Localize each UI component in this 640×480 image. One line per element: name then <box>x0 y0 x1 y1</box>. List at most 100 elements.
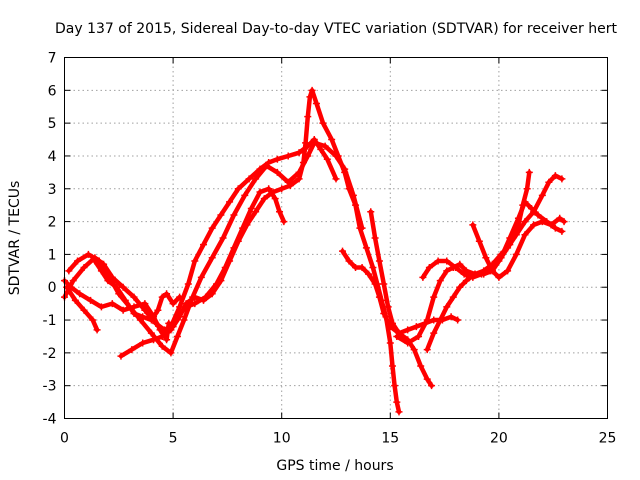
plot-frame <box>64 57 608 419</box>
y-tick-label: -2 <box>43 346 57 362</box>
data-point <box>158 293 166 301</box>
data-point <box>167 326 175 334</box>
data-point <box>158 342 166 350</box>
data-point <box>191 293 199 301</box>
data-point <box>462 277 470 285</box>
data-point <box>113 283 121 291</box>
data-point <box>454 316 462 324</box>
data-point <box>447 313 455 321</box>
data-point <box>139 313 147 321</box>
data-point <box>395 408 403 416</box>
data-point <box>560 218 568 226</box>
data-point <box>219 234 227 242</box>
data-point <box>428 382 436 390</box>
data-point <box>495 257 503 265</box>
data-point <box>323 155 331 163</box>
series-sat-h <box>368 209 434 388</box>
data-point <box>386 339 394 347</box>
data-point <box>252 208 260 216</box>
data-point <box>302 139 310 147</box>
data-point <box>252 175 260 183</box>
y-tick-label: 0 <box>48 280 57 296</box>
data-point <box>284 152 292 160</box>
data-point <box>328 136 336 144</box>
data-point <box>80 264 88 272</box>
data-point <box>121 296 129 304</box>
data-point <box>74 257 82 265</box>
data-point <box>384 303 392 311</box>
series-sat-d <box>62 88 402 415</box>
y-axis-label: SDTVAR / TECUs <box>7 181 23 296</box>
data-point <box>221 264 229 272</box>
data-point <box>388 319 396 327</box>
data-point <box>87 296 95 304</box>
data-point <box>412 323 420 331</box>
data-point <box>478 270 486 278</box>
data-point <box>404 339 412 347</box>
data-point <box>558 175 566 183</box>
data-point <box>295 149 303 157</box>
data-point <box>173 313 181 321</box>
data-point <box>436 277 444 285</box>
data-point <box>443 267 451 275</box>
data-point <box>341 168 349 176</box>
data-point <box>165 319 173 327</box>
data-point <box>530 208 538 216</box>
data-point <box>352 264 360 272</box>
data-point <box>393 398 401 406</box>
data-point <box>321 142 329 150</box>
data-point <box>154 306 162 314</box>
grid-lines <box>64 57 608 419</box>
data-point <box>482 254 490 262</box>
data-point <box>173 332 181 340</box>
data-point <box>147 329 155 337</box>
data-point <box>93 326 101 334</box>
data-point <box>200 241 208 249</box>
data-point <box>538 218 546 226</box>
data-point <box>475 237 483 245</box>
data-point <box>530 221 538 229</box>
data-point <box>375 293 383 301</box>
data-point <box>241 191 249 199</box>
data-point <box>404 326 412 334</box>
y-tick-label: 4 <box>48 149 57 165</box>
data-point <box>356 224 364 232</box>
data-point <box>495 273 503 281</box>
data-point <box>273 155 281 163</box>
data-point <box>256 188 264 196</box>
x-tick-label: 10 <box>273 431 291 447</box>
data-point <box>169 300 177 308</box>
data-point <box>76 290 84 298</box>
data-point <box>525 168 533 176</box>
data-point <box>130 309 138 317</box>
data-point <box>534 211 542 219</box>
data-point <box>469 221 477 229</box>
data-point <box>371 280 379 288</box>
data-point <box>430 316 438 324</box>
series-sat-j <box>424 170 532 352</box>
data-point <box>547 221 555 229</box>
data-point <box>415 332 423 340</box>
data-point <box>362 244 370 252</box>
data-point <box>430 329 438 337</box>
data-point <box>176 303 184 311</box>
data-point <box>512 231 520 239</box>
data-point <box>410 346 418 354</box>
data-point <box>230 211 238 219</box>
data-point <box>393 332 401 340</box>
data-point <box>423 346 431 354</box>
data-point <box>375 257 383 265</box>
data-point <box>280 218 288 226</box>
data-point <box>460 270 468 278</box>
data-point <box>208 224 216 232</box>
data-point <box>180 316 188 324</box>
data-point <box>388 362 396 370</box>
data-point <box>419 273 427 281</box>
x-tick-label: 5 <box>169 431 178 447</box>
data-point <box>167 349 175 357</box>
data-point <box>108 300 116 308</box>
x-tick-label: 0 <box>60 431 69 447</box>
data-series <box>61 86 568 416</box>
data-point <box>104 277 112 285</box>
